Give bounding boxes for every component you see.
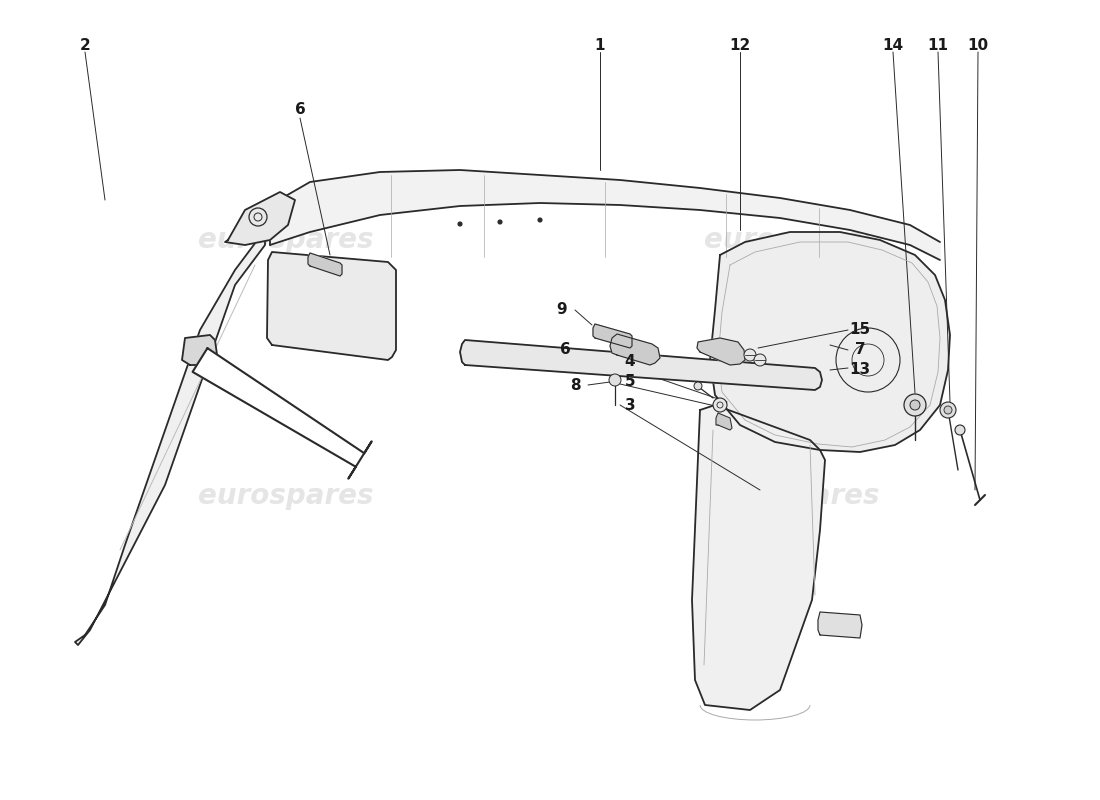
Text: 10: 10 (967, 38, 989, 53)
Text: eurospares: eurospares (198, 482, 374, 510)
Polygon shape (697, 338, 745, 365)
Text: 2: 2 (79, 38, 90, 53)
Polygon shape (192, 348, 372, 478)
Polygon shape (692, 405, 825, 710)
Circle shape (694, 382, 702, 390)
Text: 7: 7 (855, 342, 866, 358)
Circle shape (910, 400, 920, 410)
Polygon shape (308, 253, 342, 276)
Text: 1: 1 (595, 38, 605, 53)
Text: 6: 6 (295, 102, 306, 118)
Polygon shape (182, 335, 218, 365)
Polygon shape (710, 232, 950, 452)
Text: 13: 13 (849, 362, 870, 378)
Text: 15: 15 (849, 322, 870, 338)
Polygon shape (818, 612, 862, 638)
Polygon shape (460, 340, 822, 390)
Polygon shape (226, 192, 295, 245)
Text: 12: 12 (729, 38, 750, 53)
Text: 6: 6 (560, 342, 571, 358)
Circle shape (609, 374, 622, 386)
Circle shape (538, 218, 542, 222)
Circle shape (944, 406, 952, 414)
Circle shape (498, 220, 502, 224)
Text: 5: 5 (625, 374, 636, 390)
Polygon shape (610, 334, 660, 365)
Polygon shape (267, 252, 396, 360)
Circle shape (940, 402, 956, 418)
Circle shape (713, 398, 727, 412)
Circle shape (955, 425, 965, 435)
Text: 3: 3 (625, 398, 636, 413)
Circle shape (458, 222, 462, 226)
Text: eurospares: eurospares (704, 226, 880, 254)
Text: 8: 8 (570, 378, 581, 393)
Polygon shape (716, 413, 732, 430)
Polygon shape (270, 170, 940, 260)
Circle shape (744, 349, 756, 361)
Text: 9: 9 (557, 302, 568, 318)
Text: 11: 11 (927, 38, 948, 53)
Polygon shape (75, 230, 265, 645)
Text: 4: 4 (625, 354, 636, 370)
Text: eurospares: eurospares (198, 226, 374, 254)
Circle shape (754, 354, 766, 366)
Polygon shape (593, 324, 632, 348)
Circle shape (904, 394, 926, 416)
Text: eurospares: eurospares (704, 482, 880, 510)
Text: 14: 14 (882, 38, 903, 53)
